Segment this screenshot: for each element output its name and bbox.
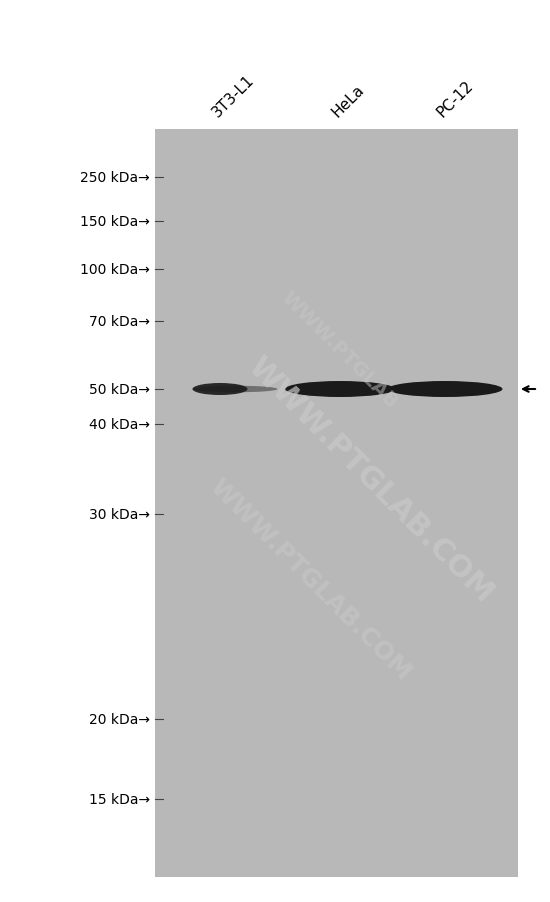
- Ellipse shape: [388, 382, 503, 398]
- Text: HeLa: HeLa: [329, 82, 367, 120]
- Text: 250 kDa→: 250 kDa→: [80, 170, 150, 185]
- Text: WWW.PTGLAB.COM: WWW.PTGLAB.COM: [241, 351, 498, 608]
- Text: 40 kDa→: 40 kDa→: [89, 418, 150, 431]
- Text: 3T3-L1: 3T3-L1: [210, 72, 257, 120]
- Text: 150 kDa→: 150 kDa→: [80, 215, 150, 229]
- Text: 70 kDa→: 70 kDa→: [89, 315, 150, 328]
- Text: PC-12: PC-12: [434, 78, 476, 120]
- Text: WWW.PTGLAB.COM: WWW.PTGLAB.COM: [205, 474, 415, 685]
- Text: 100 kDa→: 100 kDa→: [80, 262, 150, 277]
- Text: 50 kDa→: 50 kDa→: [89, 382, 150, 397]
- Ellipse shape: [192, 383, 248, 396]
- Text: 30 kDa→: 30 kDa→: [89, 508, 150, 521]
- Text: 20 kDa→: 20 kDa→: [89, 713, 150, 726]
- Text: 15 kDa→: 15 kDa→: [89, 792, 150, 806]
- Text: WWW.PTGLAB: WWW.PTGLAB: [278, 288, 402, 411]
- Ellipse shape: [192, 386, 278, 393]
- Ellipse shape: [285, 382, 395, 398]
- Bar: [155, 130, 518, 877]
